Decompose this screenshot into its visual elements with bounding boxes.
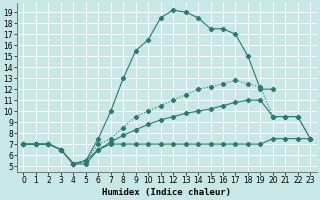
X-axis label: Humidex (Indice chaleur): Humidex (Indice chaleur) (102, 188, 231, 197)
